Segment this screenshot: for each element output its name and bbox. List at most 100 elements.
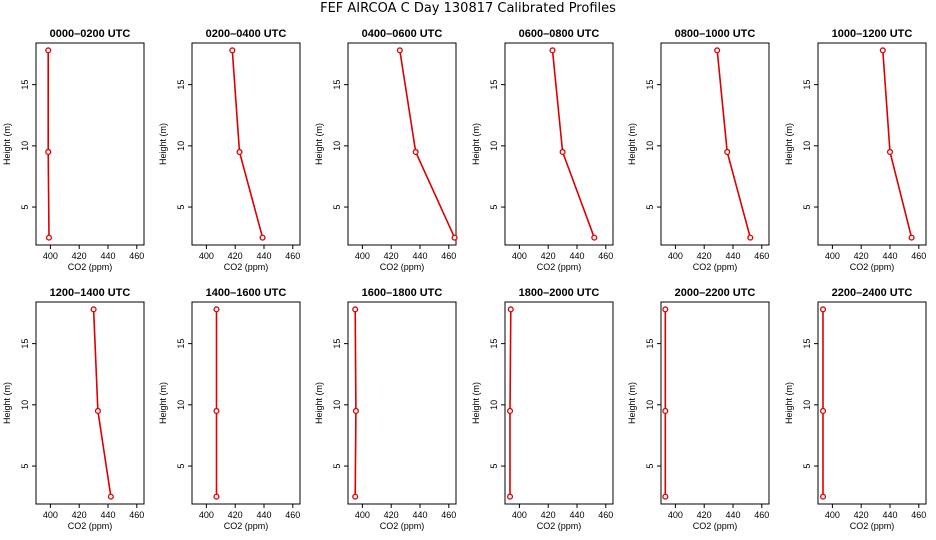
profile-point — [94, 407, 101, 415]
panel-1: 0000–0200 UTC 400 420 440 460 CO2 (ppm) 5 10 15 H… — [2, 28, 145, 272]
x-tick-label: 460 — [754, 510, 769, 520]
profile-point — [908, 234, 915, 241]
x-tick-label: 460 — [441, 251, 456, 261]
plot-frame — [660, 42, 770, 246]
plot-frame — [817, 301, 927, 505]
y-tick-label: 15 — [645, 339, 655, 349]
panel-title: 0600–0800 UTC — [519, 28, 600, 40]
x-tick-label: 400 — [825, 510, 840, 520]
profile-point — [45, 47, 52, 54]
x-tick-label: 420 — [541, 510, 556, 520]
x-tick-label: 420 — [384, 510, 399, 520]
y-tick-label: 5 — [20, 464, 30, 469]
y-tick-label: 5 — [176, 205, 186, 210]
profile-line — [882, 50, 913, 238]
x-tick-label: 440 — [882, 510, 897, 520]
y-tick-label: 15 — [802, 80, 812, 90]
x-tick-label: 460 — [441, 510, 456, 520]
profile-line — [231, 50, 264, 238]
x-axis-label: CO2 (ppm) — [693, 521, 738, 531]
x-tick-label: 420 — [228, 251, 243, 261]
x-axis-label: CO2 (ppm) — [537, 262, 582, 272]
y-tick-label: 15 — [489, 80, 499, 90]
panel-3: 0400–0600 UTC 400 420 440 460 CO2 (ppm) 5 10 15 H… — [314, 28, 458, 272]
panel-title: 1800–2000 UTC — [519, 287, 600, 299]
x-tick-label: 400 — [668, 251, 683, 261]
x-tick-label: 440 — [569, 251, 584, 261]
profile-point — [412, 148, 419, 156]
x-tick-label: 400 — [825, 251, 840, 261]
x-axis-label: CO2 (ppm) — [380, 262, 425, 272]
profile-point — [662, 493, 669, 500]
x-axis-label: CO2 (ppm) — [693, 262, 738, 272]
x-tick-label: 440 — [725, 510, 740, 520]
profile-point — [819, 407, 827, 415]
x-tick-label: 440 — [412, 510, 427, 520]
y-axis-label: Height (m) — [158, 123, 168, 165]
x-tick-label: 440 — [256, 251, 271, 261]
y-axis-label: Height (m) — [627, 123, 637, 165]
profile-point — [451, 234, 458, 241]
profile-point — [507, 306, 514, 313]
profile-line — [551, 50, 596, 238]
plot-frame — [347, 42, 457, 246]
profile-point — [714, 47, 721, 54]
x-tick-label: 440 — [100, 251, 115, 261]
profile-line — [354, 309, 357, 497]
y-tick-label: 15 — [332, 339, 342, 349]
y-tick-label: 10 — [332, 141, 342, 151]
profile-point — [549, 47, 556, 54]
profile-line — [399, 50, 456, 239]
y-tick-label: 10 — [802, 400, 812, 410]
profile-point — [724, 148, 731, 156]
profile-point — [747, 234, 754, 241]
y-tick-label: 5 — [20, 205, 30, 210]
x-axis-label: CO2 (ppm) — [380, 521, 425, 531]
y-tick-label: 15 — [20, 339, 30, 349]
panel-title: 1000–1200 UTC — [832, 28, 913, 40]
panel-title: 0800–1000 UTC — [675, 28, 756, 40]
figure-title: FEF AIRCOA C Day 130817 Calibrated Profi… — [320, 1, 616, 16]
x-tick-label: 420 — [697, 251, 712, 261]
profile-line — [47, 50, 50, 238]
profile-point — [879, 47, 886, 54]
x-tick-label: 440 — [256, 510, 271, 520]
profile-point — [236, 148, 243, 156]
profile-point — [506, 407, 514, 415]
y-axis-label: Height (m) — [627, 382, 637, 424]
y-tick-label: 15 — [802, 339, 812, 349]
x-tick-label: 400 — [355, 510, 370, 520]
y-tick-label: 15 — [176, 339, 186, 349]
panel-6: 1000–1200 UTC 400 420 440 460 CO2 (ppm) 5 10 15 H… — [784, 28, 927, 272]
x-tick-label: 440 — [725, 251, 740, 261]
profile-point — [352, 493, 359, 500]
x-tick-label: 460 — [911, 251, 926, 261]
x-tick-label: 440 — [882, 251, 897, 261]
plot-frame — [191, 42, 301, 246]
plot-frame — [660, 301, 770, 505]
x-tick-label: 460 — [285, 251, 300, 261]
x-tick-label: 460 — [754, 251, 769, 261]
x-tick-label: 440 — [569, 510, 584, 520]
x-tick-label: 400 — [43, 251, 58, 261]
plot-frame — [35, 301, 145, 505]
profile-point — [229, 47, 236, 54]
y-tick-label: 15 — [645, 80, 655, 90]
panel-12: 2200–2400 UTC 400 420 440 460 CO2 (ppm) 5 10 15 H… — [784, 287, 927, 531]
panel-9: 1600–1800 UTC 400 420 440 460 CO2 (ppm) 5 10 15 H… — [314, 287, 457, 531]
profile-point — [506, 493, 514, 500]
y-tick-label: 10 — [20, 141, 30, 151]
profile-point — [396, 47, 403, 54]
y-tick-label: 5 — [176, 464, 186, 469]
x-tick-label: 420 — [854, 510, 869, 520]
y-tick-label: 10 — [332, 400, 342, 410]
y-tick-label: 10 — [176, 400, 186, 410]
x-tick-label: 400 — [355, 251, 370, 261]
x-tick-label: 420 — [541, 251, 556, 261]
profile-point — [213, 493, 220, 500]
y-tick-label: 10 — [645, 141, 655, 151]
panel-8: 1400–1600 UTC 400 420 440 460 CO2 (ppm) 5 10 15 H… — [158, 287, 301, 531]
x-tick-label: 400 — [512, 510, 527, 520]
y-tick-label: 10 — [645, 400, 655, 410]
